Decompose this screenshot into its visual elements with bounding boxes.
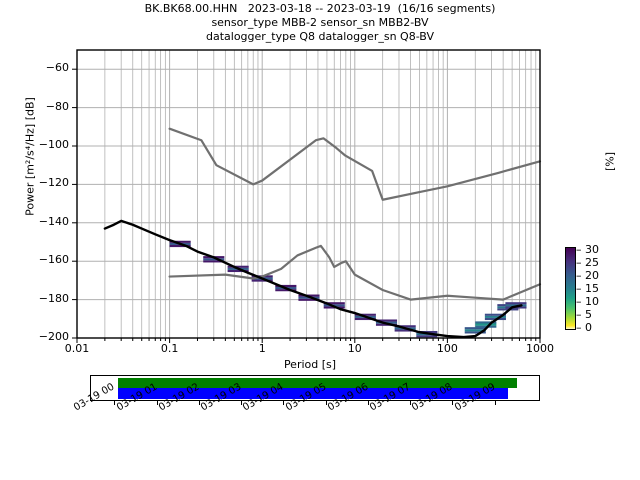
y-tick-label: −200 [38,330,69,343]
x-tick-label: 0.1 [160,342,179,355]
colorbar-tick-label: – 5 [576,308,592,321]
y-tick-label: −140 [38,214,69,228]
colorbar-gradient [565,247,576,330]
colorbar-tick-label: – 25 [576,256,599,269]
y-tick-label: −60 [45,61,69,75]
timeline-tick [241,401,243,405]
x-tick-label: 0.01 [64,342,90,355]
figure-title-line-2: sensor_type MBB-2 sensor_sn MBB2-BV [211,16,429,29]
colorbar-tick-label: – 15 [576,282,599,295]
timeline-tick [283,401,285,405]
x-tick-label: 100 [436,342,458,355]
colorbar-tick-label: – 20 [576,269,599,282]
timeline-segment-bar [117,388,508,399]
timeline-tick [367,401,369,405]
y-tick-label: −180 [38,291,69,305]
timeline-tick [325,401,327,405]
figure-title-line-3: datalogger_type Q8 datalogger_sn Q8-BV [205,30,435,43]
colorbar-tick-label: – 0 [576,321,592,334]
x-tick-label: 1 [258,342,266,355]
colorbar-tick-labels: – 30– 25– 20– 15– 10– 5– 0 [576,243,636,335]
x-tick-label: 1000 [526,342,554,355]
timeline-tick [410,401,412,405]
colorbar-tick-label: – 10 [576,295,599,308]
x-axis-label: Period [s] [283,358,337,371]
timeline-tick [156,401,158,405]
timeline-tick [198,401,200,405]
colorbar-tick-label: – 30 [576,243,599,256]
y-tick-label: −120 [38,176,69,190]
timeline-tick [452,401,454,405]
x-tick-label: 10 [347,342,362,355]
y-tick-label: −100 [38,138,69,151]
y-tick-label: −160 [38,253,69,267]
figure-title-line-1: BK.BK68.00.HHN 2023-03-18 -- 2023-03-19 … [144,2,496,15]
y-tick-label: −80 [45,99,69,113]
timeline-tick [494,401,496,405]
timeline-tick [114,401,116,405]
timeline-coverage-axis [90,375,540,401]
timeline-coverage-bar [117,378,517,388]
